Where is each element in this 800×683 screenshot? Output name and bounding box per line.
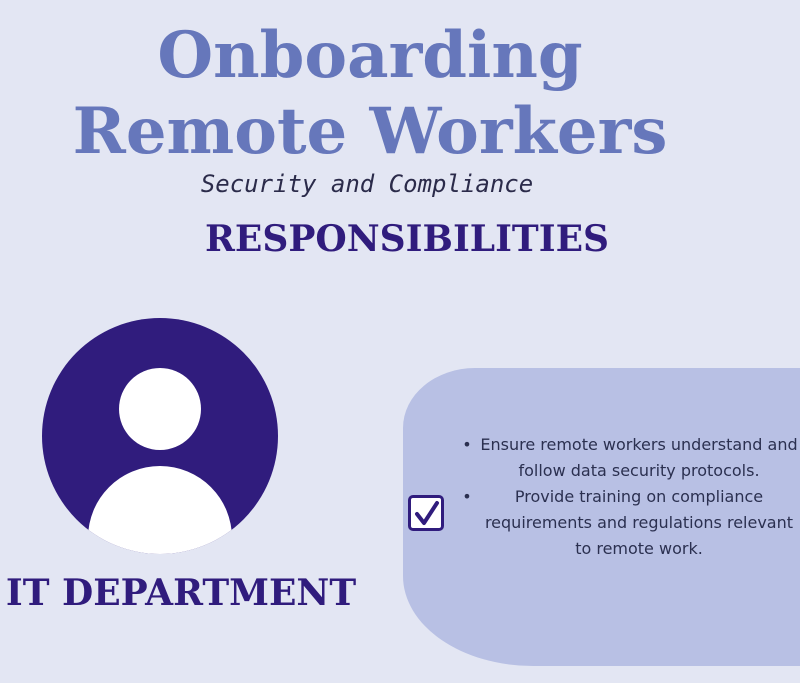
responsibilities-panel [403,368,800,666]
checkmark-glyph [415,501,439,525]
checkmark-icon [408,495,444,531]
list-item: • Provide training on compliance require… [462,484,798,562]
person-icon [42,318,278,554]
responsibilities-list: • Ensure remote workers understand and f… [462,432,798,562]
department-name: IT DEPARTMENT [5,572,357,614]
page-subtitle: Security and Compliance [200,170,534,198]
list-item: • Ensure remote workers understand and f… [462,432,798,484]
section-heading: RESPONSIBILITIES [204,218,609,260]
avatar-shoulders [88,466,232,554]
responsibility-text: Ensure remote workers understand and fol… [480,435,798,480]
bullet-marker: • [462,435,472,454]
page-title-line-1: Onboarding [157,18,583,93]
responsibility-text: Provide training on compliance requireme… [484,487,794,558]
bullet-marker: • [462,487,472,506]
avatar-head [119,368,201,450]
page-title-line-2: Remote Workers [72,94,668,169]
